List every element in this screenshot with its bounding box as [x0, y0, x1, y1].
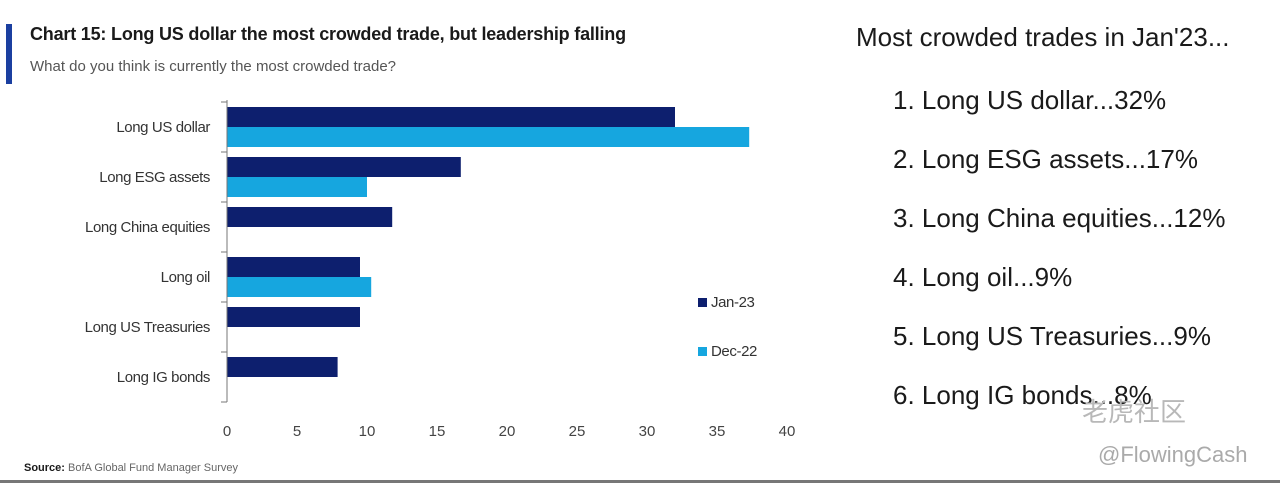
- category-label: Long China equities: [85, 219, 210, 236]
- list-item: 2. Long ESG assets...17%: [893, 144, 1198, 174]
- bar-dec-22: [227, 177, 367, 197]
- chart-subtitle: What do you think is currently the most …: [30, 58, 397, 75]
- source-label: Source:: [24, 462, 65, 474]
- watermark-logo: 老虎社区: [1082, 397, 1187, 427]
- x-tick-label: 0: [223, 423, 231, 440]
- list-item: 1. Long US dollar...32%: [893, 85, 1167, 115]
- x-tick-label: 40: [779, 423, 796, 440]
- list-item: 6. Long IG bonds...8%: [893, 380, 1152, 410]
- x-tick-label: 25: [569, 423, 586, 440]
- list-item: 3. Long China equities...12%: [893, 203, 1226, 233]
- bar-jan-23: [227, 357, 338, 377]
- x-tick-label: 15: [429, 423, 446, 440]
- bar-jan-23: [227, 207, 393, 227]
- title-accent-bar: [6, 24, 12, 84]
- list-item: 4. Long oil...9%: [893, 262, 1073, 292]
- bar-jan-23: [227, 107, 675, 127]
- bar-jan-23: [227, 257, 360, 277]
- category-label: Long ESG assets: [99, 169, 210, 186]
- x-tick-label: 20: [499, 423, 516, 440]
- x-tick-label: 10: [359, 423, 376, 440]
- crowded-trades-list: 1. Long US dollar...32% 2. Long ESG asse…: [893, 80, 1225, 434]
- legend-label-jan-23: Jan-23: [711, 294, 755, 311]
- category-label: Long IG bonds: [117, 369, 210, 386]
- x-tick-label: 30: [639, 423, 656, 440]
- category-label: Long oil: [161, 269, 210, 286]
- bar-jan-23: [227, 307, 360, 327]
- bar-dec-22: [227, 127, 750, 147]
- x-tick-label: 35: [709, 423, 726, 440]
- chart-title: Chart 15: Long US dollar the most crowde…: [30, 24, 626, 44]
- source-note: Source: BofA Global Fund Manager Survey: [24, 462, 238, 474]
- x-tick-label: 5: [293, 423, 301, 440]
- list-item: 5. Long US Treasuries...9%: [893, 321, 1211, 351]
- bar-dec-22: [227, 277, 372, 297]
- bar-jan-23: [227, 157, 461, 177]
- source-text: BofA Global Fund Manager Survey: [68, 462, 239, 474]
- bar-chart: Long US dollar Long ESG assets Long China …: [85, 100, 796, 440]
- side-panel-title: Most crowded trades in Jan'23...: [856, 22, 1230, 52]
- legend-swatch-jan-23: [698, 298, 707, 307]
- category-label: Long US dollar: [116, 119, 210, 136]
- category-label: Long US Treasuries: [85, 319, 210, 336]
- legend-swatch-dec-22: [698, 347, 707, 356]
- legend-label-dec-22: Dec-22: [711, 343, 757, 360]
- bottom-rule: [0, 480, 1280, 483]
- watermark-handle: @FlowingCash: [1098, 442, 1248, 467]
